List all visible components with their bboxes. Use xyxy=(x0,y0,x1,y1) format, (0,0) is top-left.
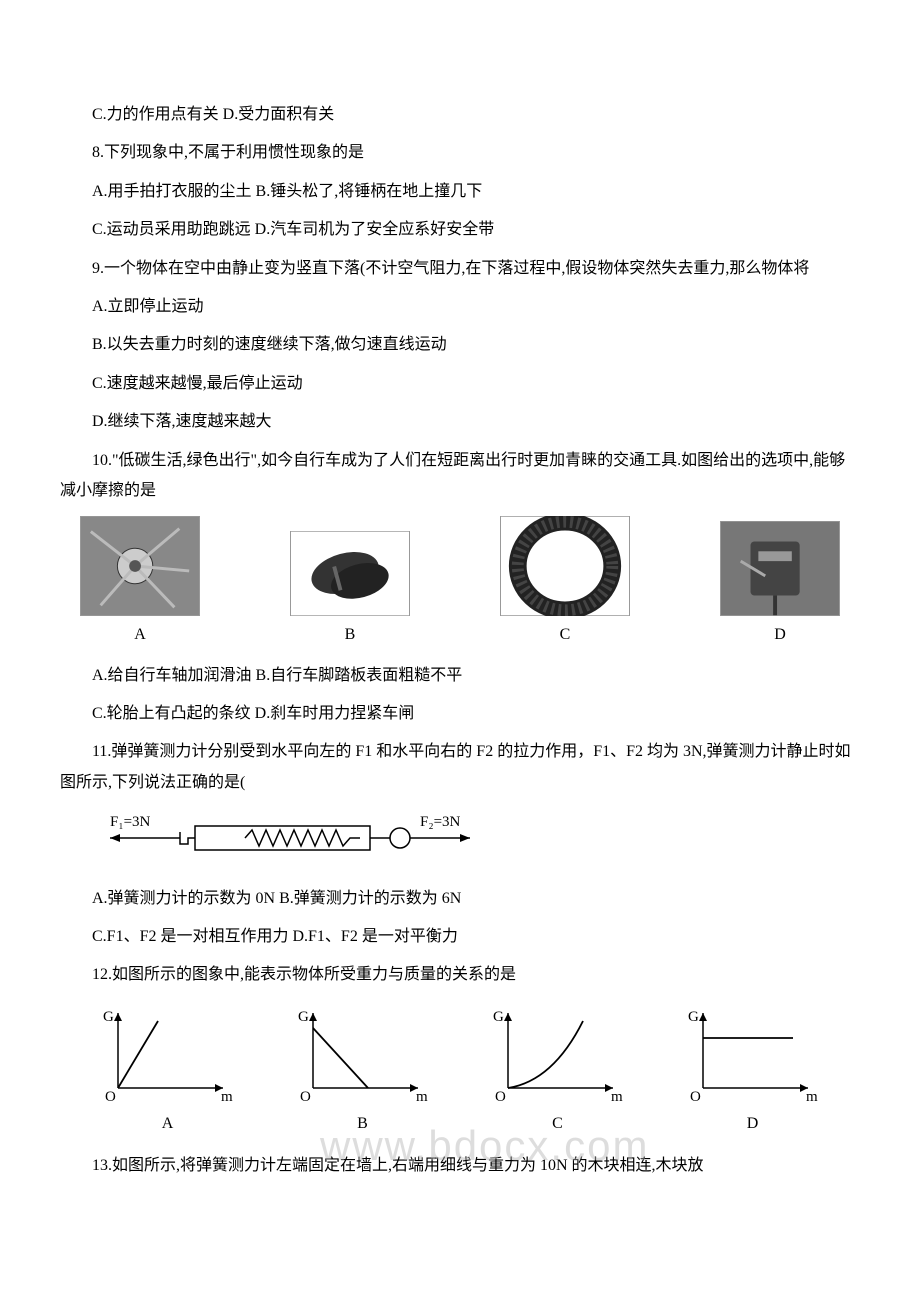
q8-stem: 8.下列现象中,不属于利用惯性现象的是 xyxy=(60,138,860,168)
q10-image-a xyxy=(80,516,200,616)
q9-stem: 9.一个物体在空中由静止变为竖直下落(不计空气阻力,在下落过程中,假设物体突然失… xyxy=(60,254,860,284)
svg-text:m: m xyxy=(416,1089,428,1103)
q12-stem: 12.如图所示的图象中,能表示物体所受重力与质量的关系的是 xyxy=(60,960,860,990)
q11-right-force-label: F₂=3N xyxy=(420,814,461,830)
q9-option-b: B.以失去重力时刻的速度继续下落,做匀速直线运动 xyxy=(60,330,860,360)
q11-spring-diagram: F₁=3N F₂=3N xyxy=(100,808,860,869)
q12-graph-d: G m O D xyxy=(678,1003,828,1139)
svg-text:m: m xyxy=(611,1089,623,1103)
q10-image-b xyxy=(290,531,410,616)
svg-text:G: G xyxy=(103,1009,114,1025)
q12-graph-b: G m O B xyxy=(288,1003,438,1139)
q12-label-c: C xyxy=(552,1109,563,1139)
q12-graph-a: G m O A xyxy=(93,1003,243,1139)
q10-label-a: A xyxy=(134,620,146,650)
q12-label-d: D xyxy=(747,1109,759,1139)
svg-text:O: O xyxy=(300,1089,311,1103)
svg-text:O: O xyxy=(690,1089,701,1103)
q12-label-b: B xyxy=(357,1109,368,1139)
q10-figure-a: A xyxy=(80,516,200,650)
q11-options-ab: A.弹簧测力计的示数为 0N B.弹簧测力计的示数为 6N xyxy=(60,884,860,914)
q12-graph-c: G m O C xyxy=(483,1003,633,1139)
q9-option-c: C.速度越来越慢,最后停止运动 xyxy=(60,369,860,399)
q8-options-ab: A.用手拍打衣服的尘土 B.锤头松了,将锤柄在地上撞几下 xyxy=(60,177,860,207)
q10-options-cd: C.轮胎上有凸起的条纹 D.刹车时用力捏紧车闸 xyxy=(60,699,860,729)
q11-stem: 11.弹弹簧测力计分别受到水平向左的 F1 和水平向右的 F2 的拉力作用，F1… xyxy=(60,737,860,798)
q10-image-c xyxy=(500,516,630,616)
svg-text:O: O xyxy=(495,1089,506,1103)
q9-option-d: D.继续下落,速度越来越大 xyxy=(60,407,860,437)
q7-options-cd: C.力的作用点有关 D.受力面积有关 xyxy=(60,100,860,130)
svg-text:m: m xyxy=(806,1089,818,1103)
svg-text:G: G xyxy=(688,1009,699,1025)
q10-label-d: D xyxy=(774,620,786,650)
q9-option-a: A.立即停止运动 xyxy=(60,292,860,322)
q10-figure-d: D xyxy=(720,521,840,650)
q10-label-b: B xyxy=(345,620,356,650)
q13-stem: 13.如图所示,将弹簧测力计左端固定在墙上,右端用细线与重力为 10N 的木块相… xyxy=(60,1151,860,1181)
q10-options-ab: A.给自行车轴加润滑油 B.自行车脚踏板表面粗糙不平 xyxy=(60,661,860,691)
svg-text:m: m xyxy=(221,1089,233,1103)
q10-figure-c: C xyxy=(500,516,630,650)
q10-image-d xyxy=(720,521,840,616)
q8-options-cd: C.运动员采用助跑跳远 D.汽车司机为了安全应系好安全带 xyxy=(60,215,860,245)
q10-figure-row: A B C xyxy=(60,516,860,650)
q10-label-c: C xyxy=(560,620,571,650)
q11-left-force-label: F₁=3N xyxy=(110,814,151,830)
q12-graph-row: G m O A G m O B G m O C xyxy=(60,1003,860,1139)
q10-stem: 10."低碳生活,绿色出行",如今自行车成为了人们在短距离出行时更加青睐的交通工… xyxy=(60,446,860,507)
q10-figure-b: B xyxy=(290,531,410,650)
q12-label-a: A xyxy=(162,1109,174,1139)
q11-options-cd: C.F1、F2 是一对相互作用力 D.F1、F2 是一对平衡力 xyxy=(60,922,860,952)
svg-text:G: G xyxy=(298,1009,309,1025)
svg-text:G: G xyxy=(493,1009,504,1025)
svg-text:O: O xyxy=(105,1089,116,1103)
